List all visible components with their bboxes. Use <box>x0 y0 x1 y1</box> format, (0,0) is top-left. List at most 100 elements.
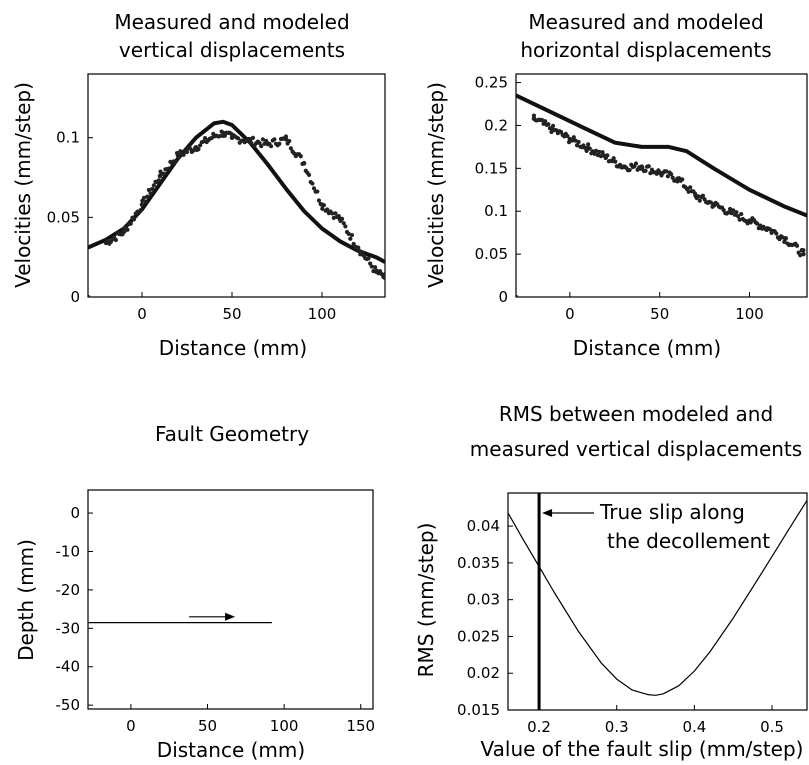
data-point <box>143 199 148 204</box>
plot-frame <box>87 489 374 710</box>
data-point <box>735 214 741 219</box>
data-point <box>598 154 604 159</box>
x-tick-label: 100 <box>308 305 337 323</box>
data-point <box>558 129 564 135</box>
data-point <box>88 294 91 297</box>
data-point <box>349 232 355 238</box>
data-point <box>734 210 739 215</box>
series-line <box>508 500 807 696</box>
chart-title-line-1: RMS between modeled and <box>499 402 773 426</box>
data-point <box>573 138 578 143</box>
data-point <box>128 221 133 226</box>
data-point <box>600 150 605 155</box>
data-point <box>782 239 787 244</box>
x-tick-label: 100 <box>270 717 299 735</box>
data-point <box>767 227 773 232</box>
data-point <box>646 164 651 169</box>
chart-vertical: Measured and modeled vertical displaceme… <box>11 10 386 360</box>
data-point <box>131 217 137 222</box>
data-point <box>546 122 551 127</box>
data-point <box>688 185 693 190</box>
data-point <box>125 227 130 232</box>
y-tick-label: 0.03 <box>467 591 500 609</box>
data-point <box>217 133 223 139</box>
data-point <box>320 206 325 211</box>
y-tick-label: 0 <box>498 288 508 306</box>
data-point <box>543 119 548 124</box>
data-point <box>774 231 779 236</box>
data-point <box>783 236 788 241</box>
data-point <box>198 143 203 148</box>
data-point <box>173 159 178 164</box>
data-point <box>260 137 265 142</box>
data-point <box>574 143 580 148</box>
chart-rms: RMS between modeled and measured vertica… <box>414 402 808 761</box>
plot-marks: 0 50 100 150 0 -10 -20 -30 -40 -50 <box>56 504 376 735</box>
data-point <box>633 161 639 166</box>
y-tick-label: -10 <box>56 542 81 560</box>
data-point <box>277 141 282 146</box>
data-point <box>547 126 553 131</box>
data-point <box>339 216 345 221</box>
data-point <box>306 172 312 178</box>
data-point <box>283 134 289 139</box>
data-point <box>627 167 632 173</box>
data-point <box>539 117 545 123</box>
data-point <box>643 168 648 173</box>
data-point <box>366 256 371 261</box>
x-tick-label: 50 <box>198 717 217 735</box>
data-point <box>696 194 701 199</box>
slip-arrow-icon <box>225 612 236 621</box>
y-tick-label: 0.015 <box>457 701 500 719</box>
data-point <box>150 186 155 192</box>
y-tick-label: -40 <box>56 658 81 676</box>
chart-fault-geometry: Fault Geometry 0 50 100 150 0 -10 -20 -30 -40 -50… <box>14 422 375 762</box>
data-point <box>249 140 254 146</box>
data-point <box>315 189 320 194</box>
data-point <box>272 137 277 142</box>
data-point <box>181 152 186 157</box>
data-point <box>302 161 307 166</box>
data-point <box>331 215 336 220</box>
y-tick-label: 0.025 <box>457 627 500 645</box>
data-point <box>594 148 599 153</box>
x-axis-label: Distance (mm) <box>157 738 305 762</box>
data-point <box>333 211 338 216</box>
data-point <box>726 210 731 215</box>
data-point <box>605 153 610 158</box>
plot-frame <box>87 73 386 298</box>
y-tick-label: 0.04 <box>467 517 500 535</box>
data-point <box>343 224 348 229</box>
data-point <box>664 169 669 174</box>
data-point <box>176 154 181 160</box>
y-axis-label: Velocities (mm/step) <box>424 82 448 288</box>
plot-marks: 0.2 0.3 0.4 0.5 0.015 0.02 0.025 0.03 0.035 0.04 <box>457 493 807 736</box>
data-point <box>336 214 341 219</box>
data-point <box>141 195 147 200</box>
data-point <box>250 135 256 140</box>
x-tick-label: 0.3 <box>605 718 629 736</box>
data-point <box>648 171 653 176</box>
data-point <box>287 138 292 144</box>
data-point <box>597 149 602 155</box>
y-tick-label: -20 <box>56 581 81 599</box>
data-point <box>330 211 335 216</box>
data-point <box>675 179 680 184</box>
data-point <box>318 201 323 207</box>
annotation-arrow-icon <box>542 509 553 517</box>
data-point <box>586 142 591 147</box>
data-point <box>298 154 303 159</box>
x-tick-label: 0 <box>137 305 147 323</box>
x-tick-label: 0.4 <box>682 718 706 736</box>
data-point <box>247 136 252 142</box>
data-point <box>700 193 706 198</box>
data-point <box>798 253 803 258</box>
chart-horizontal: Measured and modeled horizontal displace… <box>424 10 808 360</box>
x-tick-label: 50 <box>222 305 241 323</box>
data-point <box>359 249 364 255</box>
data-point <box>640 165 645 170</box>
data-point <box>584 148 589 153</box>
data-point <box>755 221 760 226</box>
plot-area <box>88 119 385 297</box>
data-point <box>146 187 152 193</box>
